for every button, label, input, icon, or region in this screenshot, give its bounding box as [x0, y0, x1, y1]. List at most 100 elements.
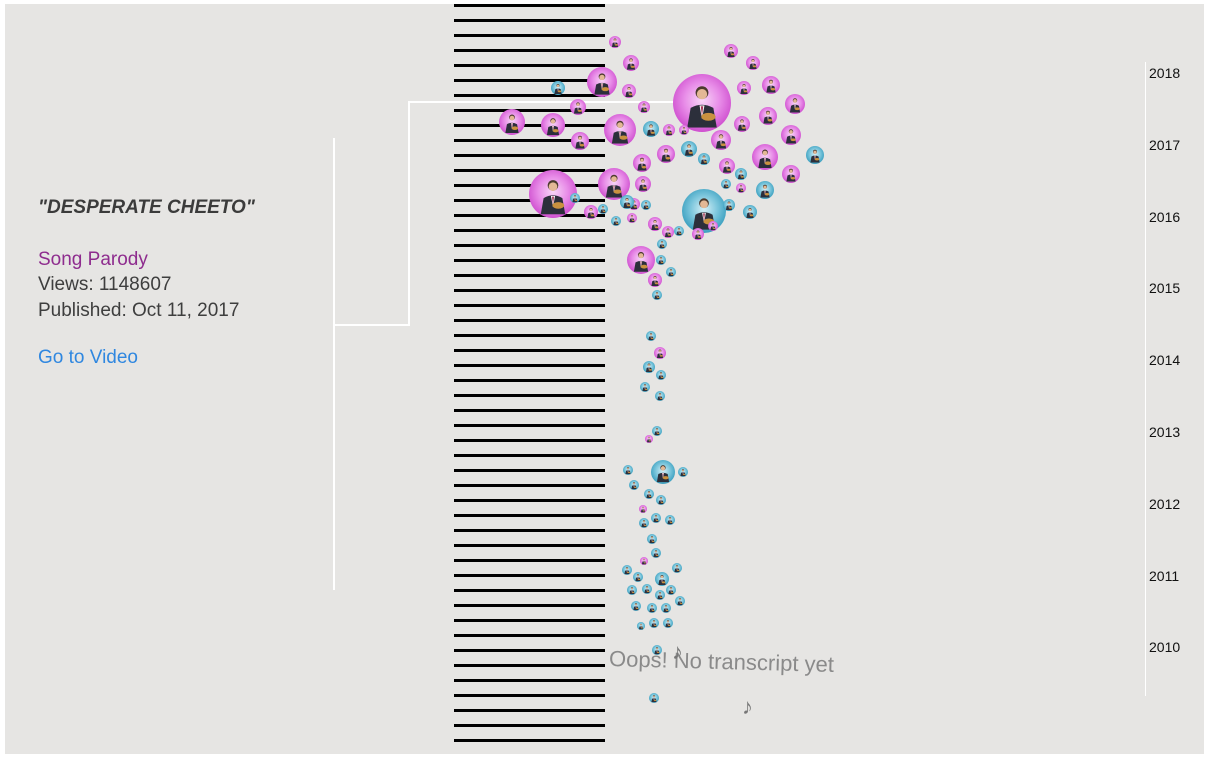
video-bubble-parody[interactable]	[663, 124, 675, 136]
video-bubble-parody[interactable]	[584, 205, 598, 219]
video-bubble[interactable]	[657, 239, 667, 249]
transcript-stripe[interactable]	[454, 724, 605, 727]
transcript-stripe[interactable]	[454, 214, 605, 217]
video-bubble[interactable]	[655, 590, 665, 600]
transcript-stripe[interactable]	[454, 634, 605, 637]
video-bubble-parody[interactable]	[746, 56, 760, 70]
video-bubble[interactable]	[649, 693, 659, 703]
video-bubble-parody[interactable]	[541, 113, 565, 137]
go-to-video-link[interactable]: Go to Video	[38, 347, 139, 368]
transcript-stripe[interactable]	[454, 154, 605, 157]
video-bubble[interactable]	[647, 534, 657, 544]
video-bubble-parody[interactable]	[737, 81, 751, 95]
video-bubble-parody[interactable]	[639, 505, 647, 513]
video-bubble-parody[interactable]	[752, 144, 778, 170]
transcript-stripe[interactable]	[454, 394, 605, 397]
video-bubble[interactable]	[661, 603, 671, 613]
transcript-stripe[interactable]	[454, 694, 605, 697]
video-bubble[interactable]	[666, 585, 676, 595]
transcript-stripe[interactable]	[454, 364, 605, 367]
transcript-stripe[interactable]	[454, 199, 605, 202]
video-bubble-parody[interactable]	[570, 99, 586, 115]
video-bubble[interactable]	[651, 460, 675, 484]
transcript-stripe[interactable]	[454, 709, 605, 712]
video-bubble[interactable]	[656, 255, 666, 265]
video-bubble[interactable]	[682, 189, 726, 233]
video-bubble[interactable]	[665, 515, 675, 525]
transcript-stripe[interactable]	[454, 19, 605, 22]
video-bubble-parody[interactable]	[627, 246, 655, 274]
video-bubble-parody[interactable]	[640, 557, 648, 565]
video-bubble-parody[interactable]	[529, 170, 577, 218]
video-bubble[interactable]	[678, 467, 688, 477]
transcript-stripe[interactable]	[454, 244, 605, 247]
video-bubble-parody[interactable]	[724, 44, 738, 58]
transcript-stripe[interactable]	[454, 574, 605, 577]
video-bubble[interactable]	[652, 290, 662, 300]
video-bubble-parody[interactable]	[622, 84, 636, 98]
video-bubble[interactable]	[643, 121, 659, 137]
video-bubble-parody[interactable]	[736, 183, 746, 193]
video-bubble[interactable]	[666, 267, 676, 277]
transcript-stripe[interactable]	[454, 334, 605, 337]
transcript-stripe[interactable]	[454, 739, 605, 742]
transcript-stripe[interactable]	[454, 109, 605, 112]
video-bubble-parody[interactable]	[638, 101, 650, 113]
video-bubble-parody[interactable]	[762, 76, 780, 94]
video-bubble-parody[interactable]	[635, 176, 651, 192]
transcript-stripe[interactable]	[454, 64, 605, 67]
video-bubble[interactable]	[631, 601, 641, 611]
video-bubble[interactable]	[643, 361, 655, 373]
video-bubble[interactable]	[723, 199, 735, 211]
video-bubble[interactable]	[651, 513, 661, 523]
transcript-stripe[interactable]	[454, 514, 605, 517]
transcript-stripe[interactable]	[454, 169, 605, 172]
video-bubble-parody[interactable]	[734, 116, 750, 132]
video-bubble[interactable]	[652, 426, 662, 436]
transcript-stripe[interactable]	[454, 544, 605, 547]
transcript-stripe[interactable]	[454, 349, 605, 352]
video-bubble[interactable]	[633, 572, 643, 582]
video-bubble[interactable]	[756, 181, 774, 199]
transcript-stripe[interactable]	[454, 289, 605, 292]
video-bubble-parody[interactable]	[623, 55, 639, 71]
video-bubble[interactable]	[698, 153, 710, 165]
video-bubble[interactable]	[674, 226, 684, 236]
transcript-stripe[interactable]	[454, 649, 605, 652]
video-bubble[interactable]	[735, 168, 747, 180]
transcript-stripe[interactable]	[454, 409, 605, 412]
video-bubble[interactable]	[656, 370, 666, 380]
video-bubble-parody[interactable]	[654, 347, 666, 359]
video-bubble[interactable]	[649, 618, 659, 628]
transcript-stripe[interactable]	[454, 469, 605, 472]
video-bubble-parody[interactable]	[679, 125, 689, 135]
transcript-stripe[interactable]	[454, 589, 605, 592]
video-bubble[interactable]	[652, 645, 662, 655]
video-bubble[interactable]	[629, 480, 639, 490]
video-bubble[interactable]	[651, 548, 661, 558]
transcript-stripe[interactable]	[454, 619, 605, 622]
video-bubble[interactable]	[806, 146, 824, 164]
video-bubble[interactable]	[620, 195, 634, 209]
video-bubble[interactable]	[675, 596, 685, 606]
video-bubble-parody[interactable]	[662, 226, 674, 238]
video-bubble-parody[interactable]	[657, 145, 675, 163]
video-bubble[interactable]	[655, 391, 665, 401]
video-bubble[interactable]	[640, 382, 650, 392]
video-bubble[interactable]	[656, 495, 666, 505]
transcript-stripe[interactable]	[454, 559, 605, 562]
transcript-stripe[interactable]	[454, 229, 605, 232]
transcript-stripe[interactable]	[454, 679, 605, 682]
transcript-stripe[interactable]	[454, 184, 605, 187]
video-bubble-parody[interactable]	[587, 67, 617, 97]
video-bubble-parody[interactable]	[598, 168, 630, 200]
video-bubble-parody[interactable]	[708, 221, 718, 231]
transcript-stripe[interactable]	[454, 94, 605, 97]
transcript-stripe[interactable]	[454, 439, 605, 442]
video-bubble[interactable]	[570, 193, 580, 203]
video-bubble[interactable]	[627, 585, 637, 595]
video-bubble[interactable]	[663, 618, 673, 628]
transcript-stripe[interactable]	[454, 259, 605, 262]
video-bubble[interactable]	[642, 584, 652, 594]
video-bubble[interactable]	[672, 563, 682, 573]
